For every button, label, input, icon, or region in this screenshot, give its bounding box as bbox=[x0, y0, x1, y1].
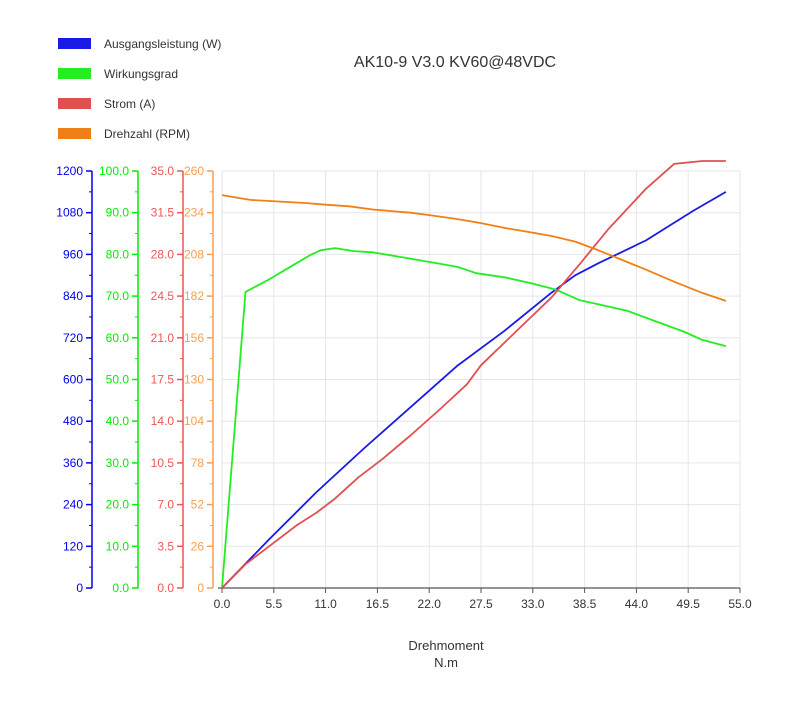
legend-label: Strom (A) bbox=[104, 97, 155, 111]
y-tick-label: 14.0 bbox=[151, 414, 175, 428]
legend-item-current[interactable]: Strom (A) bbox=[58, 97, 155, 111]
y-tick-label: 0 bbox=[76, 581, 83, 595]
y-tick-label: 480 bbox=[63, 414, 83, 428]
y-tick-label: 78 bbox=[191, 456, 205, 470]
legend-swatch bbox=[58, 38, 91, 49]
x-tick-label: 49.5 bbox=[677, 597, 701, 611]
y-tick-label: 104 bbox=[184, 414, 204, 428]
legend-label: Wirkungsgrad bbox=[104, 67, 178, 81]
y-tick-label: 240 bbox=[63, 498, 83, 512]
x-tick-label: 55.0 bbox=[728, 597, 752, 611]
y-tick-label: 0.0 bbox=[157, 581, 174, 595]
x-tick-label: 0.0 bbox=[214, 597, 231, 611]
legend: Ausgangsleistung (W) Wirkungsgrad Strom (A… bbox=[58, 37, 221, 141]
legend-item-speed[interactable]: Drehzahl (RPM) bbox=[58, 127, 190, 141]
x-axis-label: Drehmoment bbox=[408, 638, 484, 653]
legend-label: Drehzahl (RPM) bbox=[104, 127, 190, 141]
y-tick-label: 17.5 bbox=[151, 373, 175, 387]
y-tick-label: 960 bbox=[63, 247, 83, 261]
y-tick-label: 28.0 bbox=[151, 247, 175, 261]
y-tick-label: 50.0 bbox=[106, 373, 130, 387]
y-tick-label: 21.0 bbox=[151, 331, 175, 345]
y-tick-label: 182 bbox=[184, 289, 204, 303]
x-tick-label: 5.5 bbox=[265, 597, 282, 611]
series-line-speed bbox=[221, 194, 727, 302]
y-tick-label: 31.5 bbox=[151, 206, 175, 220]
y-axis-power: 0 120 240 360 480 600 720 840 960 1080 1200 bbox=[56, 164, 93, 595]
grid bbox=[221, 170, 741, 589]
legend-swatch bbox=[58, 68, 91, 79]
y-tick-label: 52 bbox=[191, 498, 205, 512]
x-tick-label: 22.0 bbox=[418, 597, 442, 611]
y-tick-label: 260 bbox=[184, 164, 204, 178]
y-tick-label: 208 bbox=[184, 247, 204, 261]
y-axis-efficiency: 0.0 10.0 20.0 30.0 40.0 50.0 60.0 70.0 80.0 90.0 1… bbox=[99, 164, 139, 595]
y-tick-label: 80.0 bbox=[106, 247, 130, 261]
y-tick-label: 1200 bbox=[56, 164, 83, 178]
y-tick-label: 35.0 bbox=[151, 164, 175, 178]
series-lines bbox=[221, 160, 727, 589]
y-tick-label: 720 bbox=[63, 331, 83, 345]
series-line-efficiency bbox=[221, 247, 727, 589]
y-tick-label: 90.0 bbox=[106, 206, 130, 220]
y-tick-label: 24.5 bbox=[151, 289, 175, 303]
x-tick-label: 44.0 bbox=[625, 597, 649, 611]
y-tick-label: 20.0 bbox=[106, 498, 130, 512]
x-tick-label: 27.5 bbox=[469, 597, 493, 611]
y-tick-label: 10.0 bbox=[106, 539, 130, 553]
y-tick-label: 120 bbox=[63, 539, 83, 553]
x-tick-label: 33.0 bbox=[521, 597, 545, 611]
y-axes: 0 120 240 360 480 600 720 840 960 1080 1200 0.0 10.0… bbox=[56, 164, 214, 595]
y-tick-label: 130 bbox=[184, 373, 204, 387]
x-axis-unit: N.m bbox=[434, 655, 458, 670]
y-tick-label: 234 bbox=[184, 206, 204, 220]
legend-item-power[interactable]: Ausgangsleistung (W) bbox=[58, 37, 221, 51]
x-tick-label: 16.5 bbox=[366, 597, 390, 611]
y-tick-label: 0.0 bbox=[112, 581, 129, 595]
y-tick-label: 40.0 bbox=[106, 414, 130, 428]
series-line-current bbox=[221, 160, 726, 589]
y-tick-label: 100.0 bbox=[99, 164, 129, 178]
y-tick-label: 840 bbox=[63, 289, 83, 303]
x-tick-label: 38.5 bbox=[573, 597, 597, 611]
legend-swatch bbox=[58, 98, 91, 109]
y-tick-label: 70.0 bbox=[106, 289, 130, 303]
legend-item-efficiency[interactable]: Wirkungsgrad bbox=[58, 67, 178, 81]
y-tick-label: 7.0 bbox=[157, 498, 174, 512]
x-axis: 0.0 5.5 11.0 16.5 22.0 27.5 33.0 38.5 44.0 49.5 55… bbox=[214, 587, 752, 611]
x-tick-label: 11.0 bbox=[314, 597, 337, 611]
y-tick-label: 10.5 bbox=[151, 456, 175, 470]
legend-swatch bbox=[58, 128, 91, 139]
y-tick-label: 3.5 bbox=[157, 539, 174, 553]
series-line-power bbox=[221, 191, 727, 589]
y-axis-current: 0.0 3.5 7.0 10.5 14.0 17.5 21.0 24.5 28.0 31.5 35.… bbox=[151, 164, 184, 595]
y-tick-label: 1080 bbox=[56, 206, 83, 220]
chart-title: AK10-9 V3.0 KV60@48VDC bbox=[354, 54, 556, 71]
y-tick-label: 26 bbox=[191, 539, 205, 553]
y-tick-label: 156 bbox=[184, 331, 204, 345]
y-axis-speed: 0 26 52 78 104 130 156 182 208 234 260 bbox=[184, 164, 214, 595]
y-tick-label: 360 bbox=[63, 456, 83, 470]
legend-label: Ausgangsleistung (W) bbox=[104, 37, 221, 51]
y-tick-label: 60.0 bbox=[106, 331, 130, 345]
y-tick-label: 600 bbox=[63, 373, 83, 387]
y-tick-label: 0 bbox=[197, 581, 204, 595]
y-tick-label: 30.0 bbox=[106, 456, 130, 470]
